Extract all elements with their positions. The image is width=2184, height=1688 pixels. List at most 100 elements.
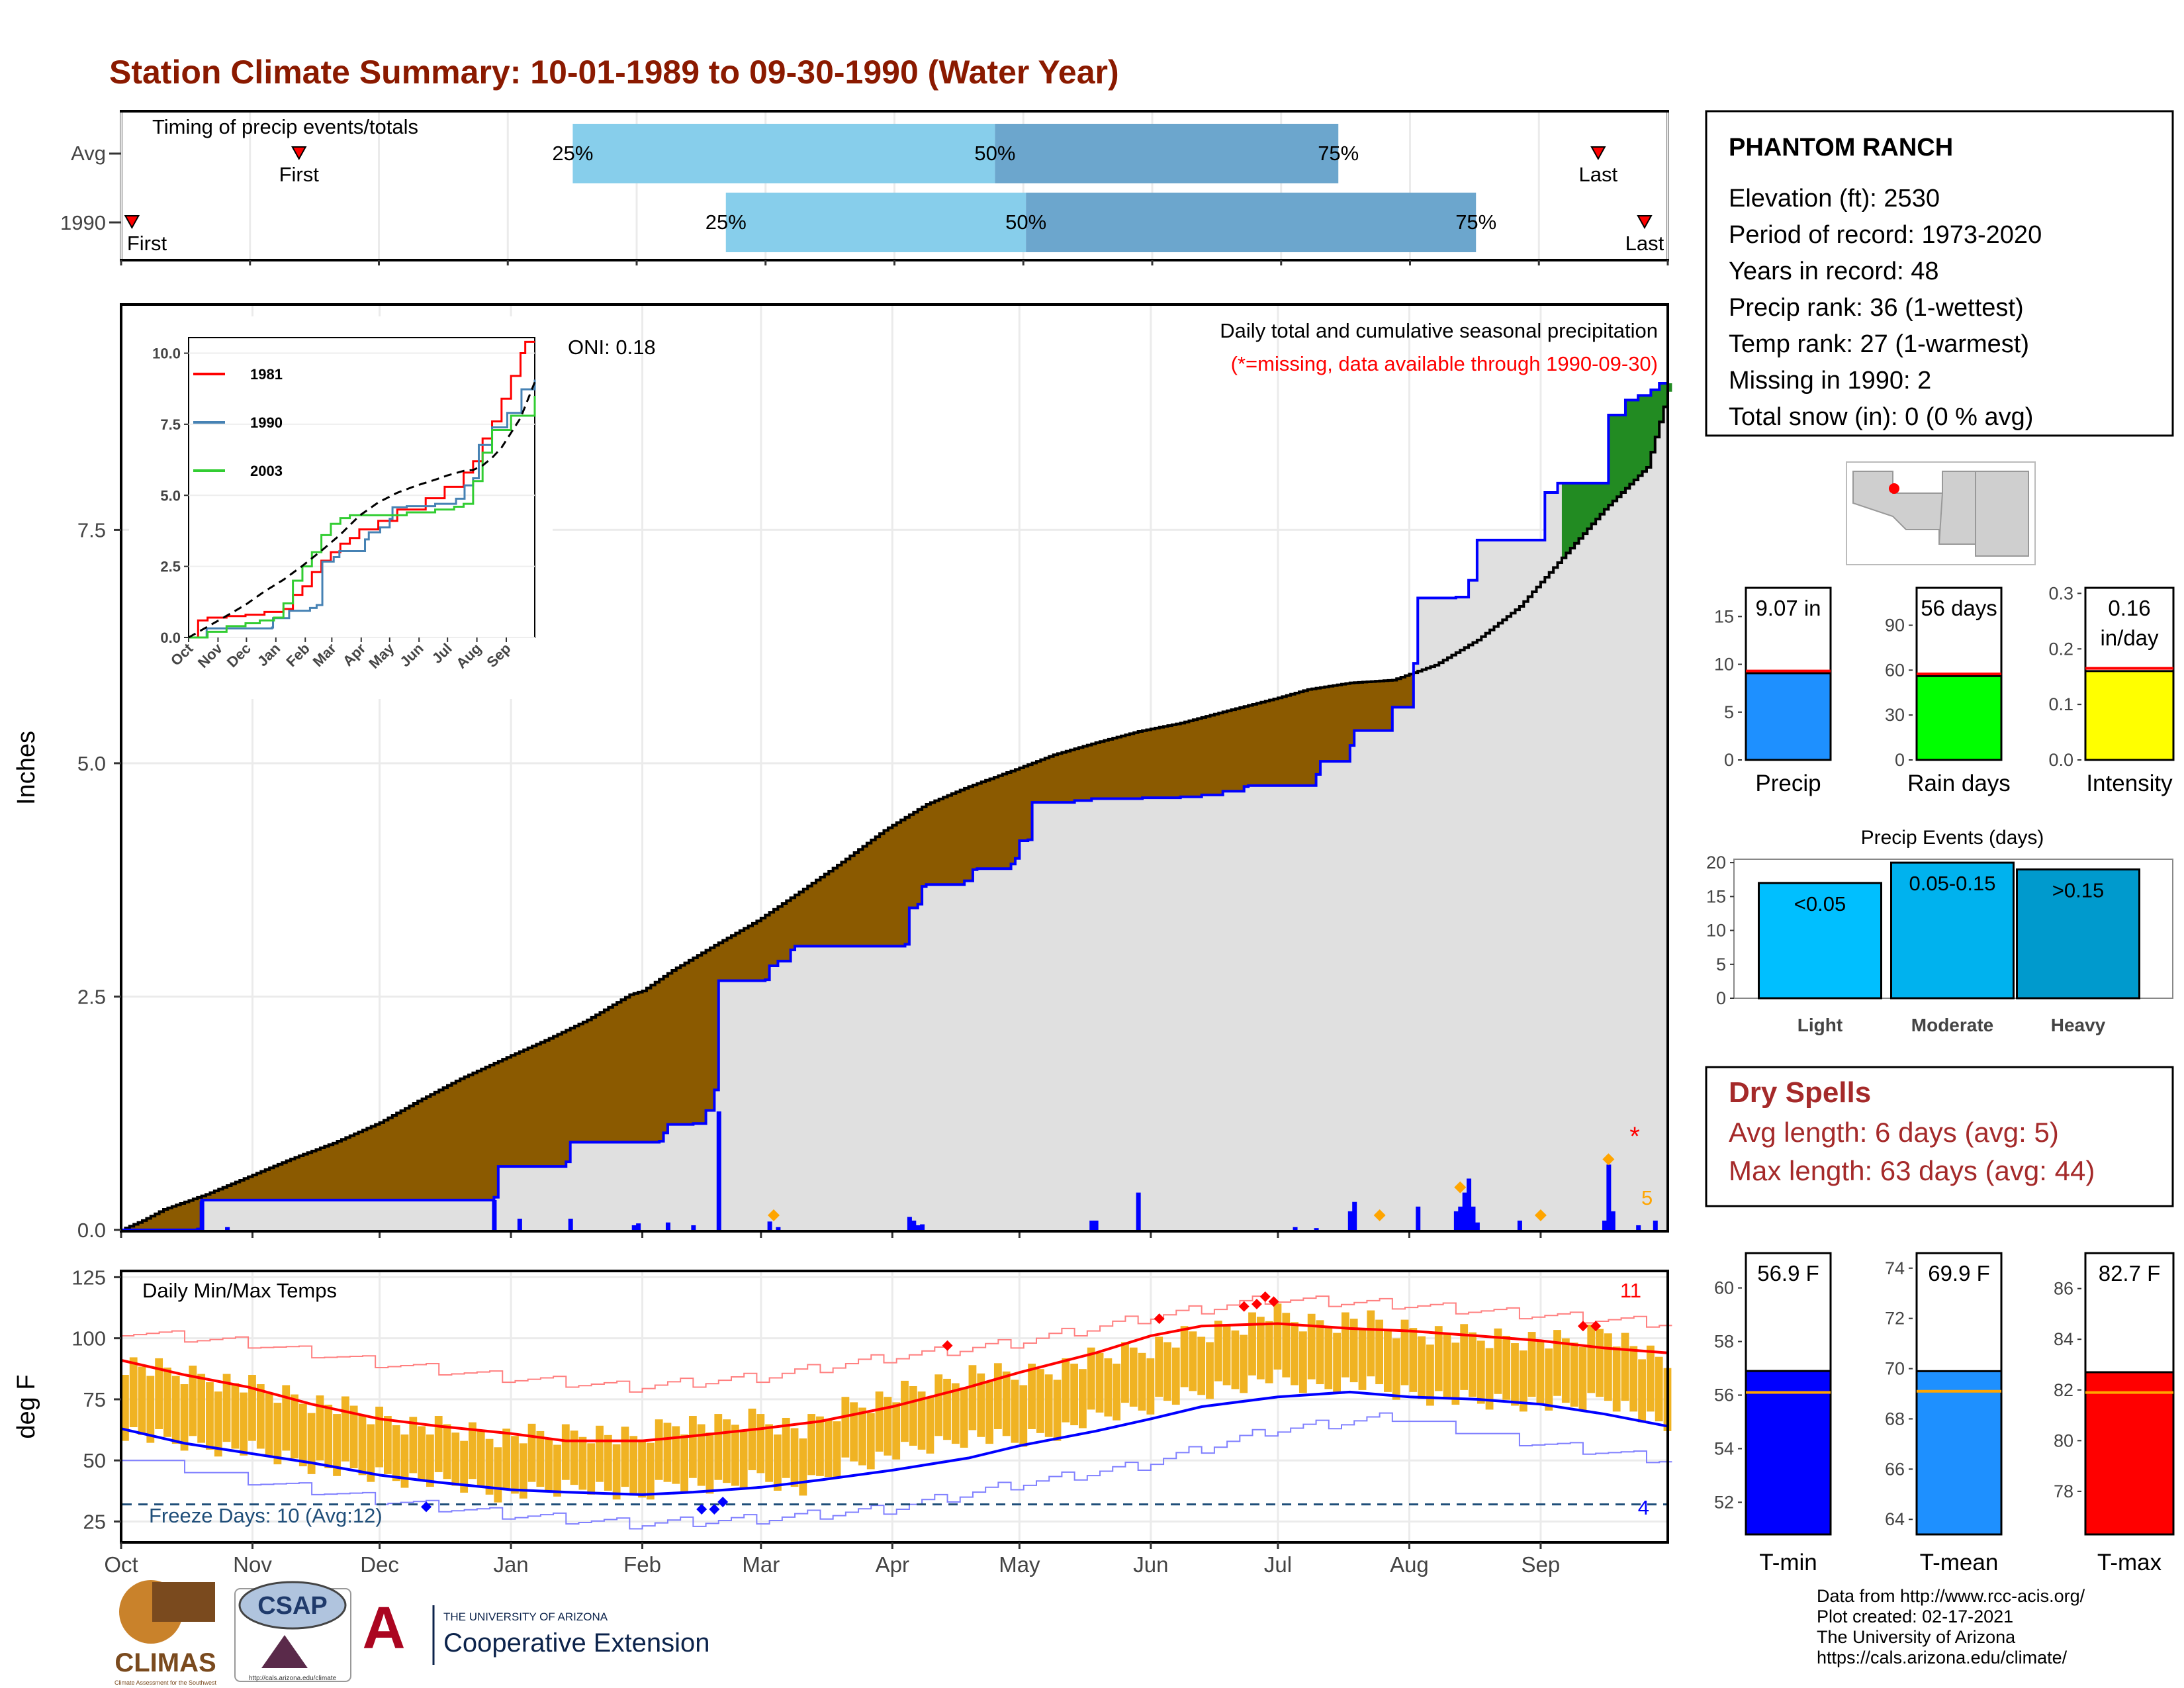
timing-p50-label: 50% bbox=[974, 142, 1015, 165]
month-axis-label: Nov bbox=[233, 1552, 272, 1577]
daily-temp-range-bar bbox=[799, 1438, 807, 1496]
daily-temp-range-bar bbox=[545, 1438, 553, 1492]
summary-y-tick-label: 90 bbox=[1885, 616, 1905, 635]
daily-temp-range-bar bbox=[1612, 1346, 1621, 1412]
precip-events-category-label: Heavy bbox=[2051, 1015, 2106, 1035]
daily-temp-range-bar bbox=[1282, 1313, 1291, 1378]
summary-y-tick-label: 84 bbox=[2054, 1329, 2073, 1349]
daily-precip-bar bbox=[1467, 1178, 1472, 1230]
temp-panel: 25 50 75 100 125 Oct Nov Dec Jan Feb Mar Apr May Jun… bbox=[13, 1266, 1672, 1577]
timing-last-label: Last bbox=[1579, 163, 1618, 186]
daily-temp-range-bar bbox=[1460, 1324, 1469, 1390]
timing-bar-early bbox=[572, 124, 995, 183]
daily-precip-bar bbox=[631, 1225, 637, 1230]
ua-extension-text: Cooperative Extension bbox=[443, 1628, 709, 1658]
daily-temp-range-bar bbox=[1451, 1342, 1460, 1405]
inset-y-tick-label: 2.5 bbox=[160, 559, 181, 575]
freeze-days-count: 4 bbox=[1638, 1496, 1649, 1519]
precip-area bbox=[121, 382, 1672, 1231]
daily-temp-range-bar bbox=[748, 1408, 756, 1470]
observed-cumulative-precip-line bbox=[121, 382, 1668, 1231]
inset-series-line bbox=[189, 395, 536, 639]
daily-temp-range-bar bbox=[663, 1423, 672, 1482]
inset-y-tick-label: 7.5 bbox=[160, 416, 181, 433]
daily-temp-range-bar bbox=[206, 1382, 214, 1450]
csap-mountain-icon bbox=[261, 1635, 308, 1668]
daily-temp-range-bar bbox=[960, 1387, 968, 1448]
month-axis-label: Mar bbox=[742, 1552, 780, 1577]
month-axis-label: Jun bbox=[1133, 1552, 1168, 1577]
daily-temp-range-bar bbox=[1646, 1345, 1655, 1412]
summary-y-tick-label: 5 bbox=[1724, 702, 1734, 722]
daily-temp-range-bar bbox=[824, 1419, 833, 1477]
daily-precip-bar bbox=[636, 1223, 641, 1230]
precip-chart-subtitle: (*=missing, data available through 1990-… bbox=[1231, 352, 1658, 375]
state-border bbox=[1938, 492, 1943, 545]
daily-precip-bar bbox=[1475, 1222, 1480, 1230]
daily-temp-range-bar bbox=[1587, 1324, 1596, 1393]
station-missing: Missing in 1990: 2 bbox=[1729, 367, 1931, 395]
daily-temp-range-bar bbox=[1629, 1346, 1638, 1412]
timing-first-marker bbox=[291, 146, 307, 161]
daily-temp-range-bar bbox=[1324, 1326, 1333, 1389]
station-temp-rank: Temp rank: 27 (1-warmest) bbox=[1729, 330, 2029, 358]
credit-url: https://cals.arizona.edu/climate/ bbox=[1817, 1648, 2068, 1667]
climas-logo-subtext: Climate Assessment for the Southwest bbox=[114, 1679, 217, 1686]
daily-precip-bars bbox=[199, 1111, 1658, 1230]
daily-temp-range-bar bbox=[163, 1367, 171, 1437]
summary-bar bbox=[1915, 675, 2003, 761]
daily-temp-range-bar bbox=[1163, 1342, 1171, 1401]
daily-temp-range-bar bbox=[714, 1414, 723, 1480]
daily-precip-bar bbox=[199, 1201, 205, 1230]
daily-temp-range-bar bbox=[189, 1365, 197, 1436]
daily-temp-range-bar bbox=[790, 1428, 799, 1487]
daily-temp-range-bar bbox=[1044, 1374, 1053, 1437]
temp-y-tick-label: 50 bbox=[83, 1449, 106, 1472]
month-axis-label: Dec bbox=[360, 1552, 399, 1577]
month-axis-label: May bbox=[999, 1552, 1040, 1577]
daily-temp-range-bar bbox=[1443, 1334, 1451, 1398]
daily-temp-range-bar bbox=[324, 1405, 333, 1469]
daily-temp-range-bar bbox=[443, 1424, 451, 1479]
summary-y-tick-label: 70 bbox=[1885, 1359, 1905, 1379]
summary-bar bbox=[1745, 1370, 1832, 1536]
record-heat-marker bbox=[1268, 1296, 1279, 1307]
dry-spells-max: Max length: 63 days (avg: 44) bbox=[1729, 1155, 2095, 1186]
daily-precip-bar bbox=[1517, 1220, 1522, 1230]
daily-temp-range-bar bbox=[1384, 1329, 1392, 1392]
daily-temp-range-bar bbox=[655, 1419, 663, 1480]
daily-temp-range-bar bbox=[816, 1416, 824, 1476]
timing-bar-early bbox=[725, 193, 1026, 252]
summary-bar-category-label: Rain days bbox=[1907, 771, 2011, 796]
daily-temp-range-bar bbox=[298, 1403, 307, 1467]
avg-min-temp-line bbox=[120, 1390, 1668, 1496]
daily-temp-range-bar bbox=[1316, 1320, 1324, 1385]
heavy-precip-diamond bbox=[768, 1209, 780, 1221]
daily-temp-range-bar bbox=[214, 1391, 222, 1457]
hot-days-count: 11 bbox=[1620, 1279, 1641, 1302]
daily-temp-range-bar bbox=[723, 1419, 731, 1483]
month-axis-label: Aug bbox=[1390, 1552, 1429, 1577]
summary-y-tick-label: 0 bbox=[1895, 750, 1905, 770]
dry-spells-avg: Avg length: 6 days (avg: 5) bbox=[1729, 1117, 2059, 1148]
csap-logo-url: http://cals.arizona.edu/climate bbox=[249, 1675, 337, 1682]
missing-marker: * bbox=[1629, 1122, 1640, 1151]
temp-y-tick-label: 25 bbox=[83, 1510, 106, 1533]
record-cold-marker bbox=[717, 1496, 729, 1507]
freeze-days-label: Freeze Days: 10 (Avg:12) bbox=[149, 1504, 383, 1527]
temp-panel-frame bbox=[120, 1270, 1669, 1544]
summary-y-tick-label: 64 bbox=[1885, 1509, 1905, 1529]
daily-temp-range-bar bbox=[1409, 1328, 1418, 1392]
daily-temp-range-bar bbox=[1011, 1380, 1019, 1443]
climas-logo: CLIMAS Climate Assessment for the Southw… bbox=[114, 1580, 217, 1686]
daily-temp-range-bar bbox=[1502, 1335, 1511, 1400]
daily-temp-range-bar bbox=[629, 1436, 638, 1496]
heavy-precip-diamond bbox=[1602, 1153, 1615, 1166]
summary-y-tick-label: 30 bbox=[1885, 705, 1905, 725]
daily-precip-bar bbox=[1458, 1206, 1463, 1230]
precip-y-tick-label: 7.5 bbox=[77, 518, 106, 541]
daily-temp-range-bar bbox=[1485, 1348, 1494, 1410]
page-title: Station Climate Summary: 10-01-1989 to 0… bbox=[109, 54, 1119, 91]
precip-panel-frame bbox=[120, 303, 1669, 1233]
precip-chart-title: Daily total and cumulative seasonal prec… bbox=[1220, 319, 1658, 342]
